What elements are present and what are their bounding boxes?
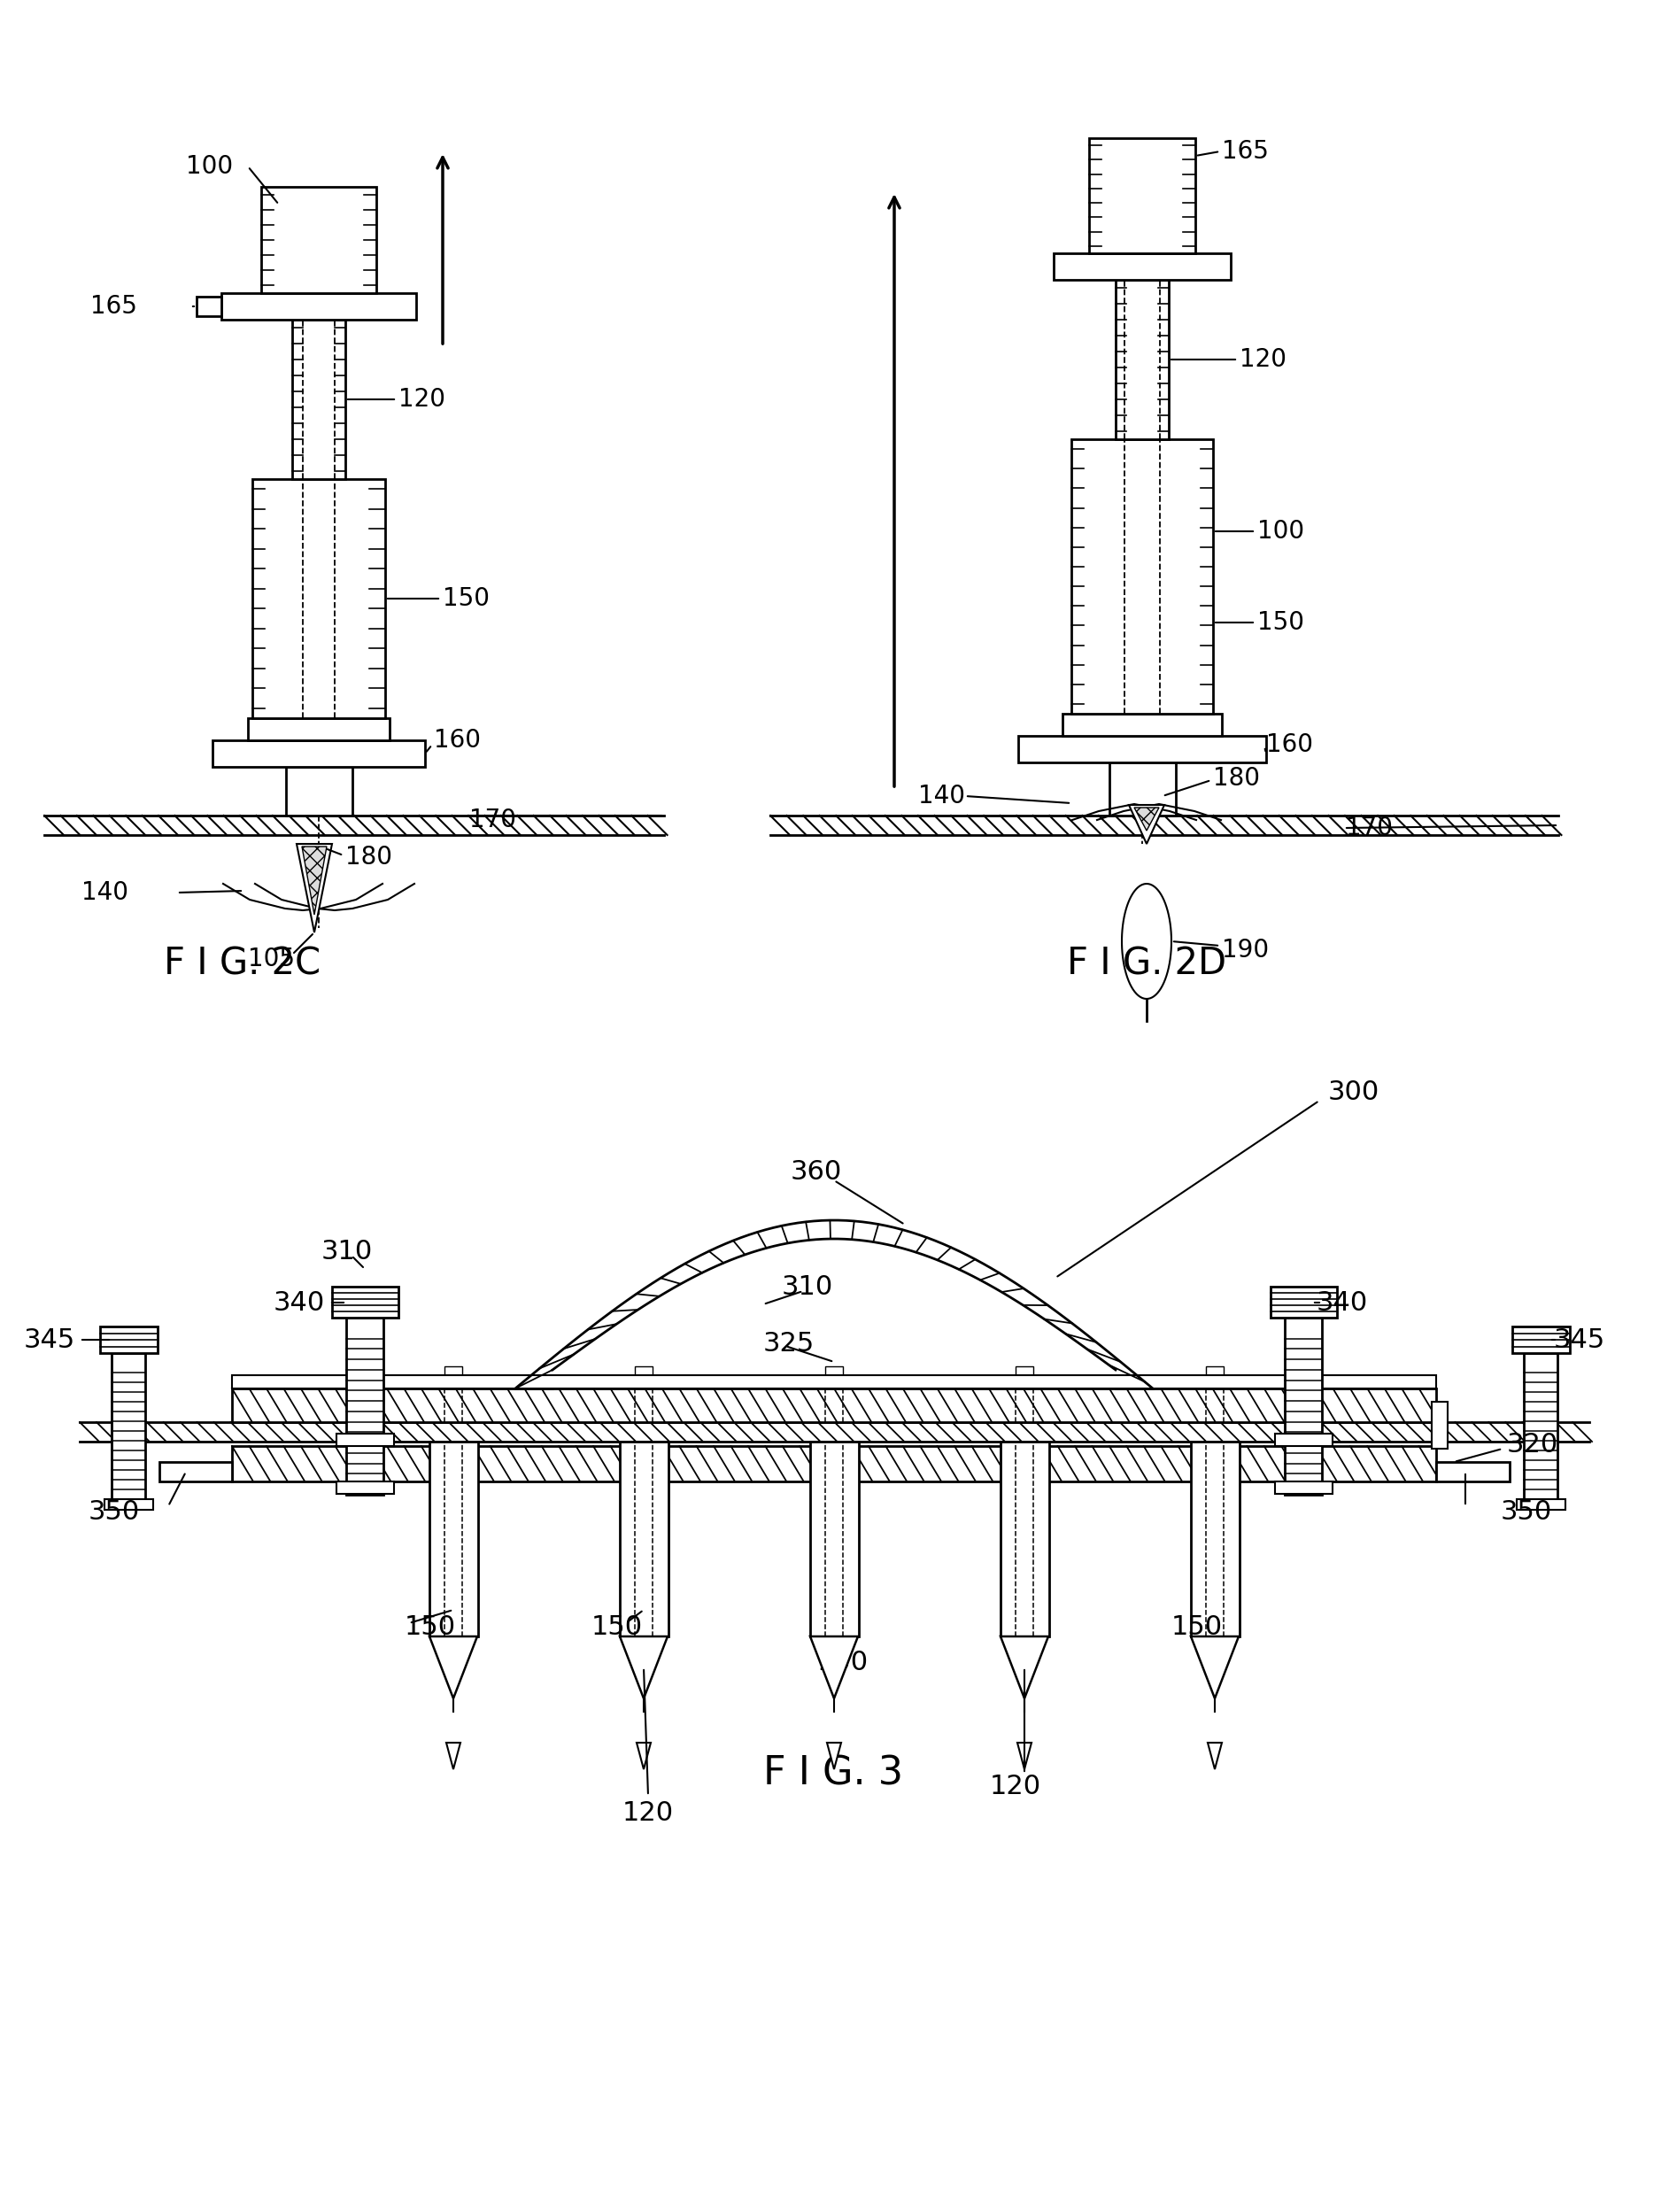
Text: 120: 120 xyxy=(990,1774,1041,1801)
Bar xyxy=(634,1367,653,1389)
Text: 340: 340 xyxy=(274,1290,325,1316)
Text: 140: 140 xyxy=(918,783,965,807)
Polygon shape xyxy=(809,1637,858,1699)
Polygon shape xyxy=(1208,1743,1222,1770)
Bar xyxy=(332,1287,399,1318)
Polygon shape xyxy=(619,1637,668,1699)
Text: 140: 140 xyxy=(82,880,129,905)
Text: 150: 150 xyxy=(591,1615,643,1641)
Text: 345: 345 xyxy=(1554,1327,1606,1352)
Bar xyxy=(1071,440,1213,714)
Bar xyxy=(232,1389,1435,1422)
Bar xyxy=(1192,1442,1240,1637)
Bar xyxy=(1285,1318,1322,1495)
Bar xyxy=(252,480,386,719)
Bar xyxy=(232,1447,1435,1482)
Bar xyxy=(222,294,416,321)
Text: 100: 100 xyxy=(185,155,234,179)
Text: 165: 165 xyxy=(1222,139,1268,164)
Bar xyxy=(1517,1500,1566,1511)
Polygon shape xyxy=(302,847,327,916)
Bar xyxy=(1275,1482,1332,1493)
Polygon shape xyxy=(297,845,332,933)
Text: 120: 120 xyxy=(623,1801,674,1827)
Text: 180: 180 xyxy=(345,845,392,869)
Text: F I G. 2D: F I G. 2D xyxy=(1066,945,1227,982)
Bar xyxy=(105,1500,154,1511)
Bar xyxy=(285,768,352,816)
Text: F I G. 3: F I G. 3 xyxy=(763,1754,903,1792)
Text: 180: 180 xyxy=(1213,765,1260,790)
Bar xyxy=(1063,714,1222,737)
Bar xyxy=(345,1318,384,1495)
Bar xyxy=(809,1442,860,1637)
Bar xyxy=(337,1433,394,1447)
Bar xyxy=(1512,1327,1571,1354)
Text: 340: 340 xyxy=(1317,1290,1369,1316)
Text: 120: 120 xyxy=(399,387,446,411)
Text: 150: 150 xyxy=(404,1615,456,1641)
Text: 170: 170 xyxy=(1345,816,1392,841)
Polygon shape xyxy=(1000,1637,1048,1699)
Text: 160: 160 xyxy=(1267,732,1314,757)
Bar xyxy=(1090,137,1195,252)
Text: 150: 150 xyxy=(1257,611,1303,635)
Bar xyxy=(1275,1433,1332,1447)
Bar xyxy=(337,1482,394,1493)
Polygon shape xyxy=(636,1743,651,1770)
Text: 105: 105 xyxy=(249,947,295,971)
Text: 300: 300 xyxy=(1329,1079,1380,1104)
Bar xyxy=(1110,763,1177,816)
Bar xyxy=(260,186,376,294)
Polygon shape xyxy=(446,1743,461,1770)
Polygon shape xyxy=(1018,1743,1031,1770)
Bar xyxy=(1435,1462,1510,1482)
Text: 170: 170 xyxy=(469,807,516,832)
Text: 350: 350 xyxy=(88,1500,140,1526)
Text: 120: 120 xyxy=(1240,347,1287,372)
Bar xyxy=(1053,252,1230,281)
Text: 150: 150 xyxy=(818,1650,868,1677)
Bar xyxy=(1115,281,1168,440)
Bar xyxy=(429,1442,477,1637)
Bar xyxy=(1524,1354,1557,1500)
Text: 360: 360 xyxy=(791,1159,843,1183)
Bar xyxy=(1018,737,1267,763)
Polygon shape xyxy=(1192,1637,1238,1699)
Polygon shape xyxy=(1135,807,1158,832)
Bar xyxy=(619,1442,669,1637)
Text: 165: 165 xyxy=(90,294,137,319)
Text: 310: 310 xyxy=(322,1239,372,1263)
Bar xyxy=(1015,1367,1033,1389)
Text: 150: 150 xyxy=(442,586,489,611)
Bar xyxy=(824,1367,843,1389)
Bar xyxy=(249,719,389,741)
Bar xyxy=(1270,1287,1337,1318)
Text: 325: 325 xyxy=(763,1332,814,1356)
Bar xyxy=(444,1367,462,1389)
Bar xyxy=(197,296,222,316)
Polygon shape xyxy=(429,1637,477,1699)
Bar xyxy=(232,1376,1435,1389)
Bar xyxy=(1432,1402,1447,1449)
Text: 160: 160 xyxy=(434,728,481,752)
Bar xyxy=(100,1327,157,1354)
Text: 320: 320 xyxy=(1507,1431,1559,1458)
Polygon shape xyxy=(826,1743,841,1770)
Text: 190: 190 xyxy=(1222,938,1268,962)
Text: 345: 345 xyxy=(23,1327,75,1352)
Bar xyxy=(1207,1367,1223,1389)
Text: 310: 310 xyxy=(781,1274,833,1298)
Text: F I G. 2C: F I G. 2C xyxy=(164,945,320,982)
Bar xyxy=(112,1354,145,1500)
Bar xyxy=(1000,1442,1050,1637)
Text: 150: 150 xyxy=(1172,1615,1223,1641)
Bar xyxy=(292,321,345,480)
Text: 350: 350 xyxy=(1500,1500,1552,1526)
Bar xyxy=(212,741,426,768)
Text: 100: 100 xyxy=(1257,520,1303,544)
Polygon shape xyxy=(1128,805,1165,845)
Bar xyxy=(159,1462,232,1482)
